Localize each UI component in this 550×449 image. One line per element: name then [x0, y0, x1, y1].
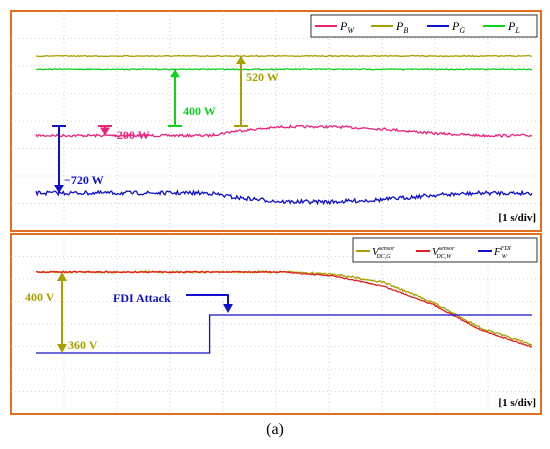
annotation-arrow-520w-head	[236, 56, 246, 64]
top-panel-annotations: 520 W 400 W −200 W −720 W	[52, 56, 279, 193]
trace-v-dc-w-sensor	[35, 270, 533, 348]
annotation-minus720w: −720 W	[64, 173, 104, 187]
annotation-arrow-voltage-down-head	[57, 344, 67, 353]
trace-f-w-fdi	[36, 314, 532, 354]
top-time-division: [1 s/div]	[498, 212, 536, 224]
top-panel: 520 W 400 W −200 W −720 W PW PB PG PL [1 s/div…	[10, 10, 542, 232]
top-panel-traces	[35, 54, 533, 206]
annotation-arrow-fdi-head	[223, 304, 233, 313]
trace-p-b	[35, 54, 533, 58]
annotation-arrow-400w-head	[170, 69, 180, 78]
annotation-400w: 400 W	[183, 104, 216, 118]
oscilloscope-figure: 520 W 400 W −200 W −720 W PW PB PG PL [1 s/div…	[10, 10, 542, 415]
annotation-520w: 520 W	[246, 70, 279, 84]
annotation-fdi-attack: FDI Attack	[113, 291, 171, 305]
annotation-arrow-minus720w-head	[54, 185, 64, 193]
annotation-400v: 400 V	[25, 290, 55, 304]
top-legend-box	[310, 14, 538, 38]
bottom-time-division: [1 s/div]	[498, 397, 536, 409]
bottom-panel-grid	[11, 234, 541, 414]
bottom-panel-traces	[35, 269, 533, 354]
bottom-panel-annotations: 400 V 360 V FDI Attack	[25, 272, 233, 353]
annotation-arrow-voltage-up-head	[57, 272, 67, 281]
trace-p-g	[35, 189, 533, 206]
bottom-panel-legend: Vsensor DC,G Vsensor DC,W FFDI W	[352, 237, 538, 263]
top-panel-grid	[11, 11, 541, 231]
bottom-panel: 400 V 360 V FDI Attack Vsensor DC,G Vsensor D…	[10, 233, 542, 415]
trace-p-w	[35, 124, 533, 139]
annotation-arrow-fdi-shaft	[186, 294, 229, 306]
trace-p-l	[35, 68, 533, 71]
top-panel-legend: PW PB PG PL	[310, 14, 538, 38]
annotation-360v: 360 V	[68, 338, 98, 352]
figure-caption: (a)	[266, 421, 284, 438]
annotation-minus200w: −200 W	[110, 128, 150, 142]
annotation-arrow-minus200w-head	[100, 127, 110, 136]
bottom-legend-box	[352, 237, 538, 263]
